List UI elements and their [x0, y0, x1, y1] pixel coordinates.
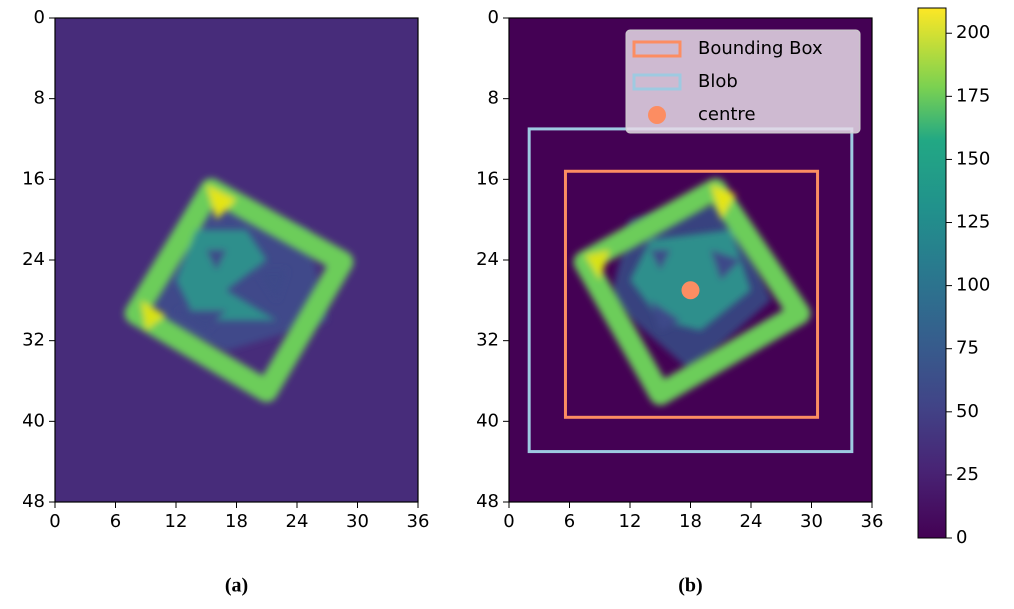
x-tick-label: 18: [679, 511, 702, 532]
x-tick-label: 24: [286, 511, 309, 532]
colorbar-tick-label: 25: [956, 464, 979, 485]
x-tick-label: 12: [165, 511, 188, 532]
y-tick-label: 0: [34, 7, 45, 28]
caption: (b): [678, 575, 702, 597]
y-tick-label: 32: [476, 330, 499, 351]
colorbar-tick-label: 125: [956, 212, 990, 233]
x-tick-label: 6: [564, 511, 575, 532]
y-tick-label: 16: [476, 168, 499, 189]
legend-label: Blob: [698, 71, 738, 92]
y-tick-label: 40: [22, 410, 45, 431]
image-a: [55, 18, 418, 502]
colorbar-tick-label: 0: [956, 527, 967, 548]
y-tick-label: 48: [476, 491, 499, 512]
legend-box: [625, 29, 861, 134]
legend-swatch: [632, 73, 682, 91]
y-tick-label: 32: [22, 330, 45, 351]
colorbar: [917, 7, 947, 539]
x-tick-label: 30: [800, 511, 823, 532]
x-tick-label: 6: [110, 511, 121, 532]
overlay-rect: [563, 169, 820, 419]
x-tick-label: 0: [49, 511, 60, 532]
y-tick-label: 48: [22, 491, 45, 512]
x-tick-label: 36: [861, 511, 884, 532]
y-tick-label: 8: [34, 88, 45, 109]
colorbar-tick-label: 75: [956, 338, 979, 359]
colorbar-tick-label: 100: [956, 275, 990, 296]
legend-label: Bounding Box: [698, 38, 823, 59]
y-tick-label: 8: [488, 88, 499, 109]
x-tick-label: 12: [619, 511, 642, 532]
y-tick-label: 16: [22, 168, 45, 189]
legend-swatch: [648, 106, 666, 124]
colorbar-tick-label: 50: [956, 401, 979, 422]
x-tick-label: 30: [346, 511, 369, 532]
centre-point: [681, 281, 700, 300]
x-tick-label: 18: [225, 511, 248, 532]
x-tick-label: 24: [740, 511, 763, 532]
legend-swatch: [632, 40, 682, 58]
x-tick-label: 36: [407, 511, 430, 532]
x-tick-label: 0: [503, 511, 514, 532]
colorbar-tick-label: 175: [956, 85, 990, 106]
y-tick-label: 0: [488, 7, 499, 28]
y-tick-label: 40: [476, 410, 499, 431]
caption: (a): [225, 575, 248, 597]
colorbar-tick-label: 150: [956, 148, 990, 169]
legend-label: centre: [698, 104, 756, 125]
colorbar-tick-label: 200: [956, 22, 990, 43]
y-tick-label: 24: [22, 249, 45, 270]
y-tick-label: 24: [476, 249, 499, 270]
